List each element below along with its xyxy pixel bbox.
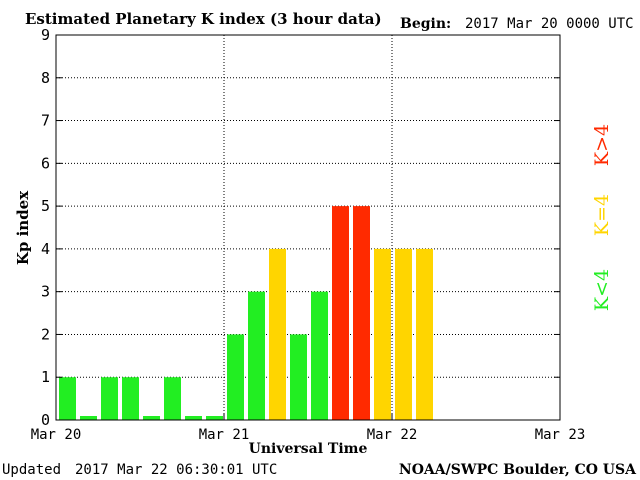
y-tick-label: 7 [41,112,50,130]
updated-value: 2017 Mar 22 06:30:01 UTC [75,462,277,478]
x-tick-label: Mar 20 [31,427,82,443]
x-axis-label: Universal Time [249,441,368,457]
kp-bar [185,416,202,420]
kp-bar [59,377,76,420]
kp-bar [416,248,433,420]
kp-bar [290,334,307,420]
kp-bar [332,206,349,420]
kp-bar [248,291,265,420]
y-tick-label: 0 [41,411,50,429]
updated-label: Updated [2,462,61,478]
kp-bar [311,291,328,420]
y-tick-label: 5 [41,197,50,215]
legend-active: K=4 [591,194,613,236]
kp-bar [353,206,370,420]
y-tick-label: 2 [41,325,50,343]
y-axis-label: Kp index [14,190,32,265]
kp-bar [374,248,391,420]
x-tick-label: Mar 22 [367,427,418,443]
legend-quiet: K<4 [591,269,613,311]
x-tick-label: Mar 21 [199,427,250,443]
kp-bar [164,377,181,420]
kp-bar [122,377,139,420]
y-tick-label: 8 [41,69,50,87]
kp-bar [395,248,412,420]
kp-bar [227,334,244,420]
kp-bar [80,416,97,420]
begin-value: 2017 Mar 20 0000 UTC [465,16,634,32]
legend-storm: K>4 [591,124,613,166]
x-tick-label: Mar 23 [535,427,586,443]
grid-lines [56,35,560,420]
y-tick-label: 3 [41,283,50,301]
plot-frame [55,34,561,421]
kp-bar [206,416,223,420]
chart-title: Estimated Planetary K index (3 hour data… [25,10,382,28]
kp-bar [101,377,118,420]
bars-group [59,206,433,420]
y-axis-ticks: 0 1 2 3 4 5 6 7 8 9 [41,26,560,429]
y-tick-label: 1 [41,368,50,386]
credit-text: NOAA/SWPC Boulder, CO USA [399,462,637,478]
kp-bar [269,248,286,420]
y-tick-label: 4 [41,240,50,258]
x-axis-ticks: Mar 20 Mar 21 Mar 22 Mar 23 [31,414,586,443]
y-tick-label: 6 [41,154,50,172]
kp-bar [143,416,160,420]
begin-label: Begin: [400,16,451,32]
y-tick-label: 9 [41,26,50,44]
